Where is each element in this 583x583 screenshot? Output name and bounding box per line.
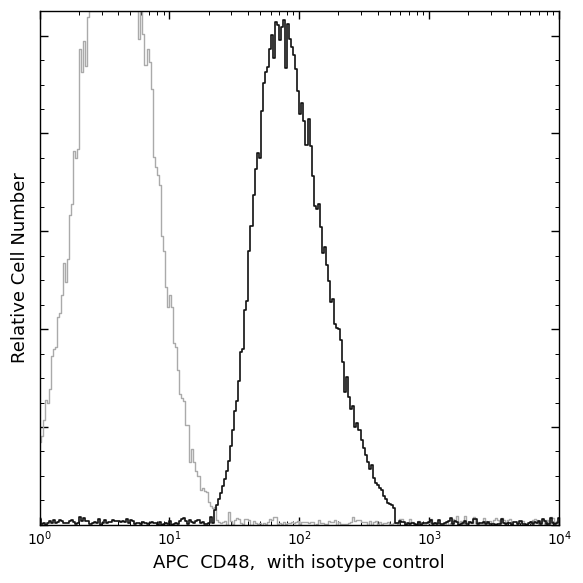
Y-axis label: Relative Cell Number: Relative Cell Number <box>11 173 29 363</box>
X-axis label: APC  CD48,  with isotype control: APC CD48, with isotype control <box>153 554 445 572</box>
